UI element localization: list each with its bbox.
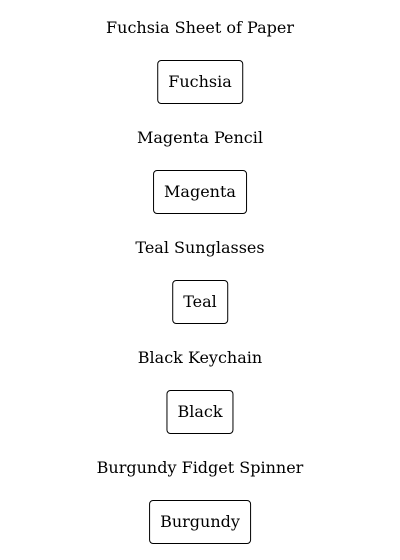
list-item: Magenta Pencil Magenta <box>0 110 400 220</box>
item-title: Magenta Pencil <box>136 128 263 147</box>
color-button-black[interactable]: Black <box>166 390 234 434</box>
list-item: Burgundy Fidget Spinner Burgundy <box>0 440 400 550</box>
item-title: Burgundy Fidget Spinner <box>96 458 304 477</box>
list-item: Black Keychain Black <box>0 330 400 440</box>
item-title: Teal Sunglasses <box>135 238 265 257</box>
list-item: Fuchsia Sheet of Paper Fuchsia <box>0 0 400 110</box>
color-button-teal[interactable]: Teal <box>172 280 228 324</box>
color-button-burgundy[interactable]: Burgundy <box>149 500 251 544</box>
color-button-fuchsia[interactable]: Fuchsia <box>157 60 243 104</box>
color-button-magenta[interactable]: Magenta <box>153 170 247 214</box>
list-item: Teal Sunglasses Teal <box>0 220 400 330</box>
item-title: Black Keychain <box>137 348 263 367</box>
item-title: Fuchsia Sheet of Paper <box>106 18 294 37</box>
